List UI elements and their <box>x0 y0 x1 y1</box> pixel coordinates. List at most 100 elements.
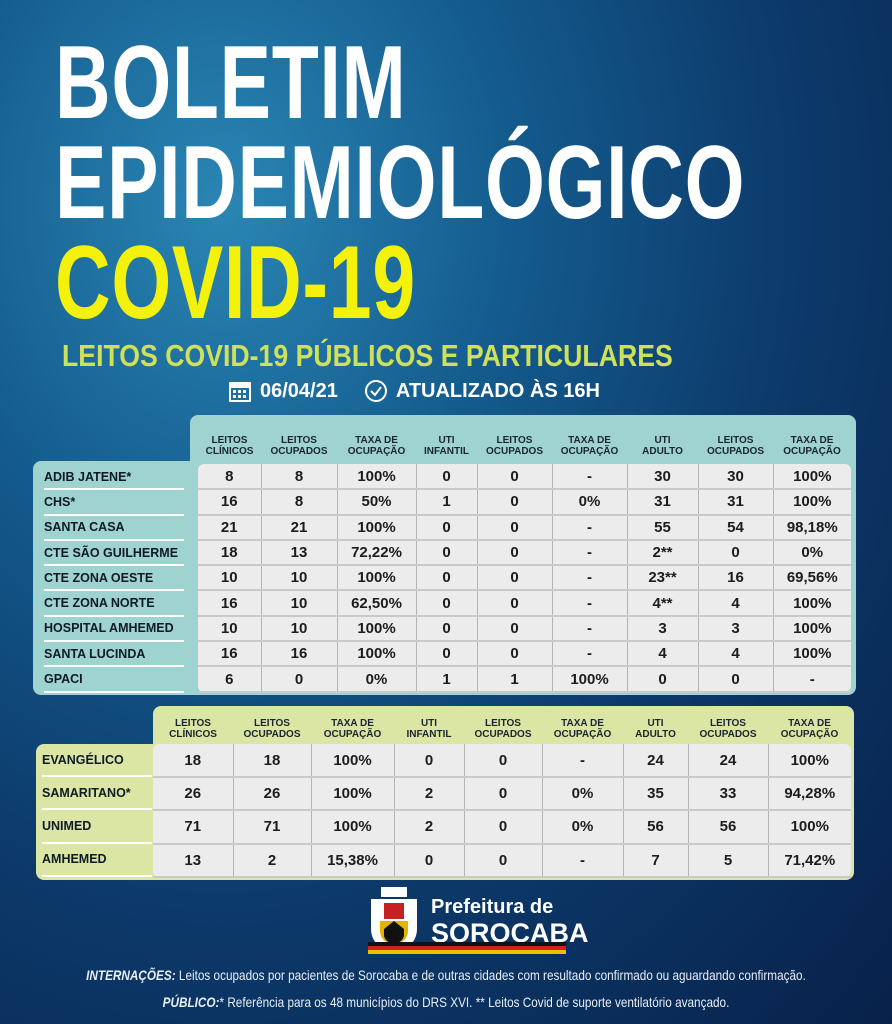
table-cell: 0% <box>541 777 623 812</box>
table-row: 10 10 100% 0 0-3 3 100% <box>198 615 851 643</box>
hospital-name: GPACI <box>44 667 184 693</box>
column-header: TAXA DE OCUPAÇÃO <box>323 717 382 740</box>
table-cell: 13 <box>260 539 337 567</box>
table-cell: 10 <box>198 565 261 592</box>
hospital-name: CTE ZONA OESTE <box>44 566 184 592</box>
title-line-2: EPIDEMIOLÓGICO <box>55 125 746 241</box>
table-cell: 100% <box>310 777 394 812</box>
public-label-panel <box>33 461 203 695</box>
table-cell: 2 <box>393 810 464 845</box>
table-cell: - <box>551 565 627 592</box>
column-header: UTI ADULTO <box>635 717 676 740</box>
table-cell: 0 <box>415 464 477 491</box>
table-cell: 100% <box>772 590 851 617</box>
hospital-name: CTE ZONA NORTE <box>44 591 184 617</box>
table-cell: 56 <box>687 810 768 845</box>
column-header: LEITOS CLÍNICOS <box>169 717 217 740</box>
table-cell: 0 <box>626 666 698 693</box>
table-cell: 5 <box>687 843 768 878</box>
hospital-name: ADIB JATENE* <box>44 465 184 491</box>
table-cell: 0 <box>476 565 552 592</box>
table-cell: - <box>551 590 627 617</box>
table-cell: 7 <box>622 843 688 878</box>
date-line: 06/04/21 ATUALIZADO ÀS 16H <box>228 379 600 403</box>
table-cell: 0 <box>476 539 552 567</box>
table-cell: 100% <box>336 565 416 592</box>
table-cell: 0% <box>772 539 851 567</box>
table-cell: 0 <box>415 615 477 643</box>
table-cell: 100% <box>310 810 394 845</box>
table-cell: 16 <box>697 565 773 592</box>
hospital-name: CHS* <box>44 490 184 516</box>
table-cell: 0 <box>697 539 773 567</box>
table-cell: 100% <box>772 641 851 668</box>
public-beds-table: LEITOS CLÍNICOS LEITOS OCUPADOS TAXA DE OCUPA… <box>198 428 851 693</box>
hospital-name: SANTA CASA <box>44 516 184 541</box>
private-hospital-labels: EVANGÉLICO SAMARITANO* UNIMED AMHEMED <box>42 744 152 877</box>
hospital-name: UNIMED <box>42 810 152 844</box>
title-line-1: BOLETIM <box>55 25 407 141</box>
hospital-name: HOSPITAL AMHEMED <box>44 617 184 643</box>
table-cell: 8 <box>198 464 261 491</box>
table-cell: - <box>551 539 627 567</box>
table-cell: 69,56% <box>772 565 851 592</box>
table-cell: 0 <box>463 744 542 779</box>
column-header: LEITOS OCUPADOS <box>706 435 765 457</box>
table-cell: 2 <box>232 843 311 878</box>
table-cell: 10 <box>260 615 337 643</box>
table-cell: 0% <box>336 666 416 693</box>
table-cell: 0 <box>463 843 542 878</box>
table-cell: 31 <box>697 489 773 516</box>
table-cell: 10 <box>198 615 261 643</box>
table-cell: 0 <box>476 615 552 643</box>
title-covid: COVID-19 <box>55 225 416 341</box>
column-header: TAXA DE OCUPAÇÃO <box>780 717 839 740</box>
footer-publico: PÚBLICO:* Referência para os 48 municípi… <box>162 994 730 1010</box>
table-cell: 0 <box>415 590 477 617</box>
logo-line-2: SOROCABA <box>431 917 589 948</box>
table-cell: 18 <box>232 744 311 779</box>
table-cell: 94,28% <box>767 777 851 812</box>
table-cell: 16 <box>260 641 337 668</box>
table-cell: 71 <box>232 810 311 845</box>
table-cell: 2** <box>626 539 698 567</box>
column-header: TAXA DE OCUPAÇÃO <box>553 717 612 740</box>
table-cell: - <box>551 641 627 668</box>
column-header: TAXA DE OCUPAÇÃO <box>560 435 619 457</box>
table-cell: 16 <box>198 641 261 668</box>
table-row: 18 13 72,22% 0 0-2** 0 0% <box>198 539 851 567</box>
table-cell: - <box>541 744 623 779</box>
table-row: 6 0 0% 1 1 100% 0 0- <box>198 666 851 693</box>
table-cell: 24 <box>622 744 688 779</box>
table-cell: 0 <box>476 489 552 516</box>
table-cell: 0% <box>541 810 623 845</box>
table-row: 10 10 100% 0 0-23** 16 69,56% <box>198 565 851 592</box>
table-cell: - <box>551 615 627 643</box>
table-cell: 21 <box>260 514 337 541</box>
table-cell: 16 <box>198 590 261 617</box>
table-cell: 55 <box>626 514 698 541</box>
table-cell: 4 <box>697 641 773 668</box>
table-row: 71 71 100% 2 0 0% 56 56 100% <box>153 810 851 845</box>
table-cell: 3 <box>697 615 773 643</box>
logo-line-1: Prefeitura de <box>431 895 554 918</box>
table-cell: 15,38% <box>310 843 394 878</box>
table-cell: 4 <box>697 590 773 617</box>
subtitle: LEITOS COVID-19 PÚBLICOS E PARTICULARES <box>62 338 673 373</box>
table-cell: 0 <box>415 514 477 541</box>
column-header: TAXA DE OCUPAÇÃO <box>783 435 841 457</box>
table-cell: 0 <box>415 641 477 668</box>
public-hospital-labels: ADIB JATENE* CHS* SANTA CASA CTE SÃO GUILHE… <box>44 465 184 693</box>
private-beds-table: LEITOS CLÍNICOS LEITOS OCUPADOS TAXA DE OCUPA… <box>153 713 851 878</box>
table-cell: 100% <box>336 615 416 643</box>
prefeitura-logo: Prefeitura de SOROCABA <box>365 885 589 957</box>
table-cell: 100% <box>336 641 416 668</box>
table-cell: 0 <box>415 539 477 567</box>
table-row: 18 18 100% 0 0-24 24 100% <box>153 744 851 779</box>
column-header: LEITOS OCUPADOS <box>699 717 757 740</box>
table-cell: 30 <box>626 464 698 491</box>
table-cell: 4** <box>626 590 698 617</box>
table-cell: 35 <box>622 777 688 812</box>
table-cell: 71,42% <box>767 843 851 878</box>
table-cell: 0 <box>476 590 552 617</box>
